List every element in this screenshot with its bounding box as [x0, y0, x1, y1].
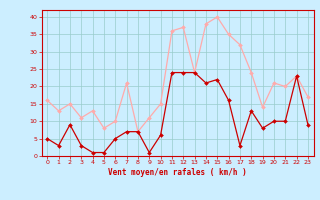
- X-axis label: Vent moyen/en rafales ( km/h ): Vent moyen/en rafales ( km/h ): [108, 168, 247, 177]
